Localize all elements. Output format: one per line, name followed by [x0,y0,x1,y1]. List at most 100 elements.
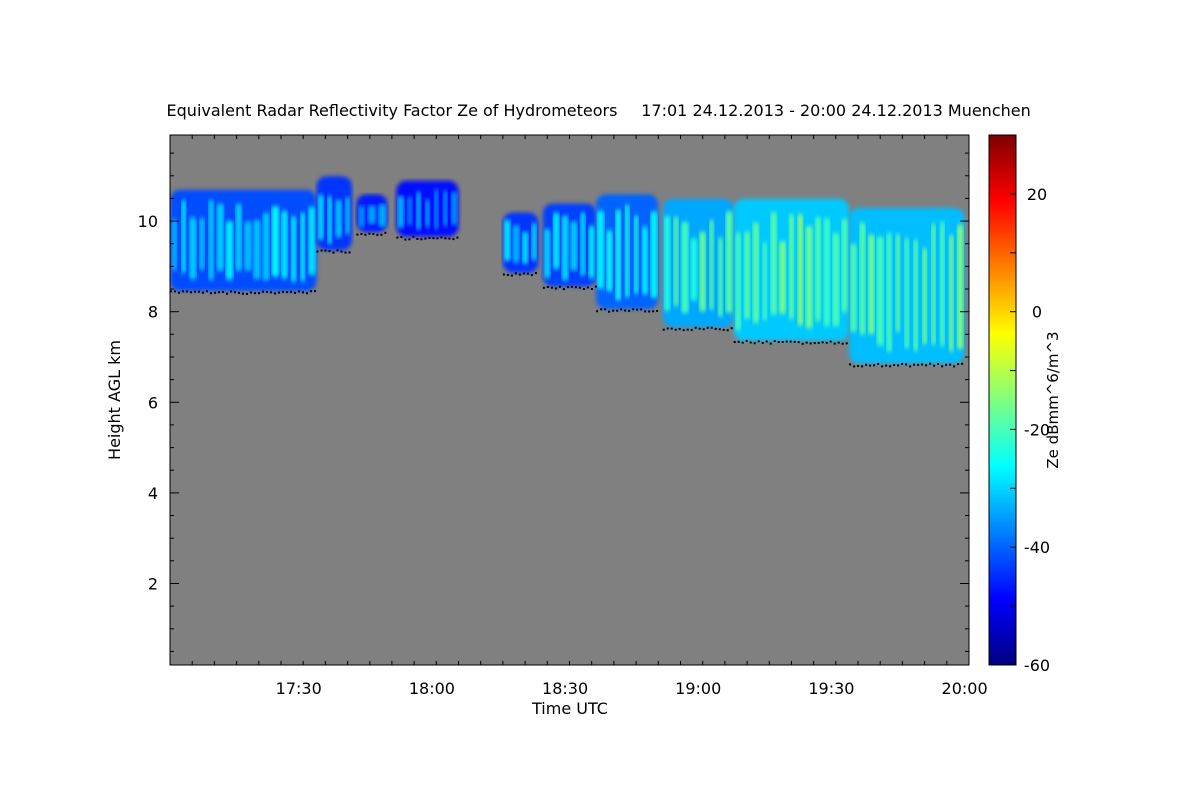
cloud-base-dot [282,290,284,293]
cloud-base-dot [648,310,651,313]
cloud-base-dot [781,341,784,343]
cloud-base-dot [344,251,347,254]
cloud-base-dot [925,364,928,367]
cloud-base-dot [290,290,292,293]
cloud-segment [849,208,965,364]
cloud-base-dot [412,235,415,238]
cloud-base-dot [400,236,403,238]
cloud-base-dot [733,341,736,343]
cloud-base-dot [530,274,533,277]
cloud-base-dot [554,287,557,290]
cloud-base-dot [841,342,844,345]
fall-streak [199,217,205,271]
fall-streak [606,229,613,292]
cloud-base-dot [558,285,561,288]
cloud-base-dot [270,291,272,294]
fall-streak [904,237,910,349]
cloud-base-dot [937,363,940,365]
x-axis: 17:30 18:00 18:30 19:00 19:30 20:00 [169,135,988,698]
cloud-base-dot [534,272,537,275]
cloud-base-dot [909,365,912,368]
cloud-base-dot [881,365,884,368]
cloud-base-dot [893,364,896,366]
cloud-base-dot [578,286,581,289]
fall-streak [434,188,439,230]
fall-streak [895,233,901,333]
cloud-base-dot [518,273,521,276]
cloud-base-dot [590,288,593,290]
cloud-segment [733,198,850,341]
cloud-base-dot [953,365,956,368]
fall-streak [615,209,622,301]
cloud-base-dot [801,342,804,345]
cloud-base-dot [432,237,435,240]
colorbar-tick-label: -60 [1024,656,1050,675]
cloud-base-dot [526,272,529,275]
fall-streak [189,217,197,280]
cloud-base-dot [506,274,509,276]
fall-streak [397,195,405,229]
fall-streak [957,224,964,350]
cloud-base-dot [368,232,371,235]
cloud-base-dot [332,251,335,254]
cloud-base-dot [190,291,192,294]
cloud-base-dot [452,238,455,241]
fall-streak [172,218,177,271]
fall-streak [673,216,679,307]
cloud-base-markers [170,231,964,368]
fall-streak [271,206,280,277]
cloud-base-dot [222,290,224,293]
x-tick-label: 18:00 [409,679,455,698]
cloud-base-dot [202,291,204,294]
colorbar-label: Ze dBmm^6/m^3 [1044,331,1062,468]
chart-title: Equivalent Radar Reflectivity Factor Ze … [167,101,618,120]
cloud-base-dot [226,292,228,295]
cloud-base-dot [656,310,659,312]
fall-streak [859,222,866,336]
cloud-base-dot [380,233,383,236]
fall-streak [823,217,830,327]
fall-streak [650,211,658,299]
cloud-edge [170,189,317,291]
cloud-segment [356,194,388,233]
x-tick-label: 19:30 [808,679,854,698]
cloud-base-dot [825,341,828,344]
cloud-base-dot [753,342,756,345]
x-tick-label: 20:00 [942,679,988,698]
cloud-base-dot [706,326,709,329]
cloud-base-dot [360,233,363,235]
cloud-base-dot [320,249,323,252]
cloud-base-dot [765,340,768,343]
cloud-base-dot [372,233,375,235]
fall-streak [850,243,857,333]
fall-streak [940,221,945,347]
fall-streak [913,239,919,352]
cloud-base-dot [957,363,960,366]
cloud-base-dot [921,363,924,366]
cloud-base-dot [178,291,180,294]
fall-streak [642,226,648,295]
fall-streak [699,231,706,312]
cloud-base-dot [769,342,772,345]
cloud-base-dot [612,309,615,312]
fall-streak [744,231,750,320]
fall-streak [512,224,520,263]
cloud-base-dot [510,274,513,277]
fall-streak [633,215,639,295]
cloud-base-dot [542,286,545,289]
cloud-base-dot [636,308,639,311]
fall-streak [752,222,760,324]
cloud-base-dot [628,309,631,312]
fall-streak [378,203,387,228]
fall-streak [504,219,511,262]
cloud-base-dot [306,292,308,295]
cloud-segment [542,203,597,287]
cloud-base-dot [718,328,721,331]
cloud-segment [170,189,317,291]
cloud-base-dot [917,363,920,366]
fall-streak [327,195,333,245]
cloud-base-dot [722,328,725,331]
cloud-base-dot [408,238,411,241]
cloud-base-dot [877,363,880,365]
